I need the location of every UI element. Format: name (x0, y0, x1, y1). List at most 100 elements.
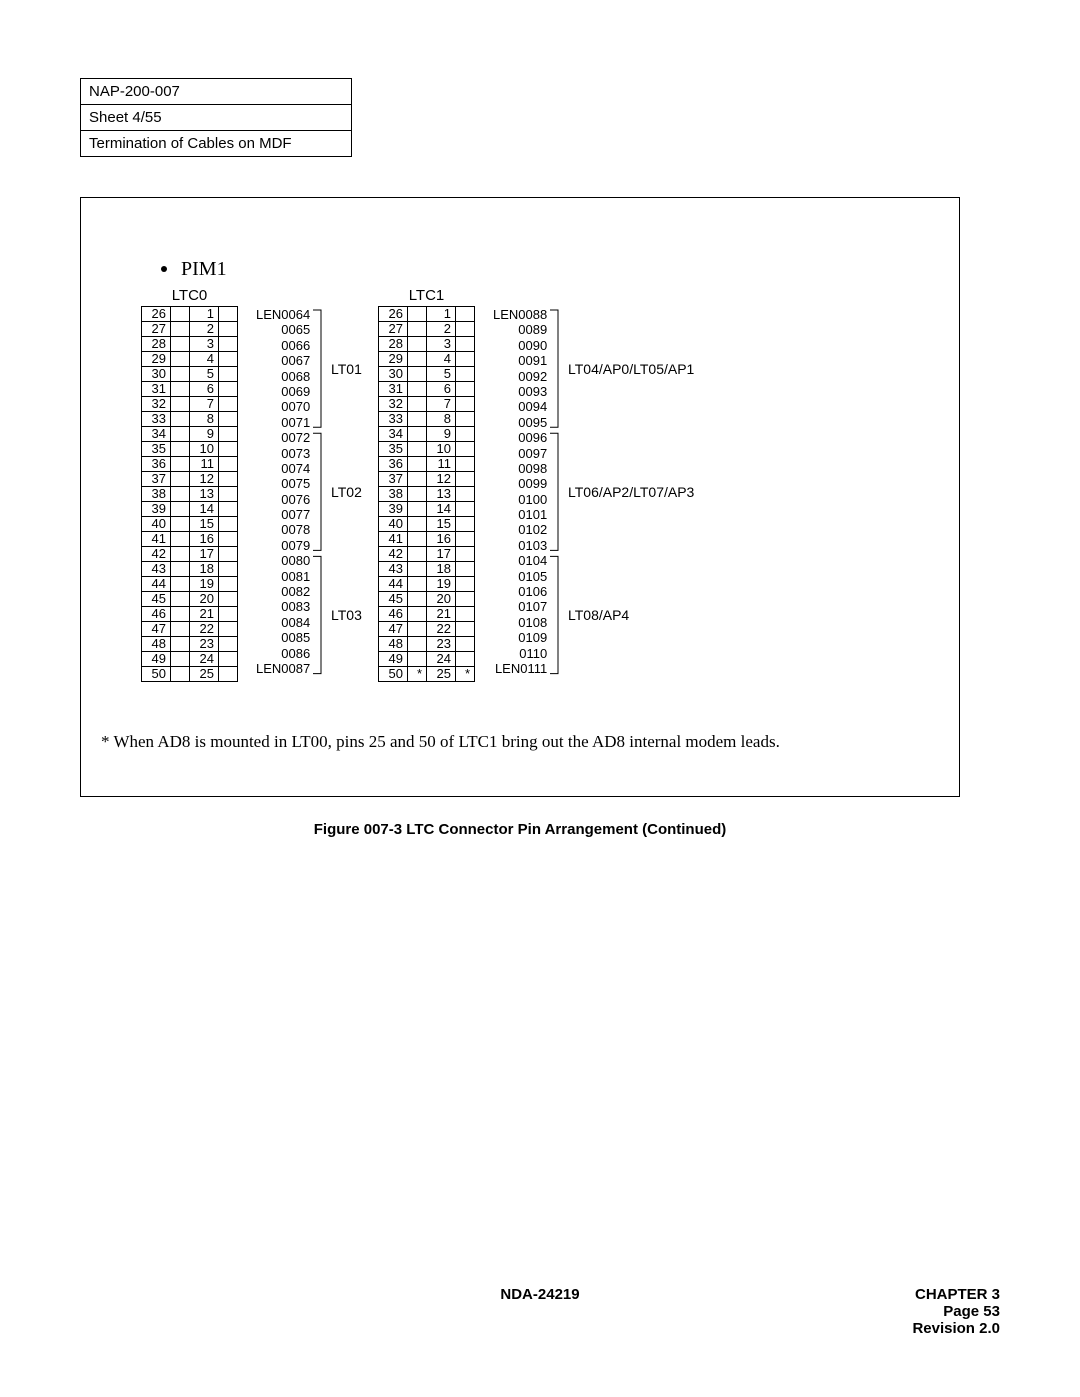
table-cell: 42 (379, 547, 408, 562)
tables-row: LTC0 26127228329430531632733834935103611… (141, 287, 939, 682)
table-ltc0: LTC0 26127228329430531632733834935103611… (141, 287, 238, 682)
table-cell: 10 (427, 442, 456, 457)
table-cell (408, 367, 427, 382)
table-cell (219, 367, 238, 382)
figure-caption: Figure 007-3 LTC Connector Pin Arrangeme… (80, 821, 960, 838)
table-cell (219, 652, 238, 667)
table-cell (456, 502, 475, 517)
table-cell: 43 (142, 562, 171, 577)
table-cell (219, 667, 238, 682)
len-value: 0090 (493, 338, 547, 353)
table-cell (219, 487, 238, 502)
table-cell: 40 (142, 517, 171, 532)
len-value: 0099 (493, 476, 547, 491)
section-title: PIM1 (161, 258, 939, 281)
table-cell: 44 (379, 577, 408, 592)
table-cell: 12 (427, 472, 456, 487)
table-cell: 27 (379, 322, 408, 337)
len-value: 0092 (493, 369, 547, 384)
table-cell: 50 (379, 667, 408, 682)
group-label: LT01 (331, 361, 362, 377)
table-cell (408, 337, 427, 352)
ltc0-pin-table: 2612722832943053163273383493510361137123… (141, 306, 238, 682)
table-cell (171, 427, 190, 442)
table-cell: 3 (427, 337, 456, 352)
table-cell: 40 (379, 517, 408, 532)
table-cell: 1 (427, 307, 456, 322)
table-cell: 26 (379, 307, 408, 322)
table-cell: 2 (190, 322, 219, 337)
table-cell: 49 (142, 652, 171, 667)
table-cell: 27 (142, 322, 171, 337)
table-cell (456, 352, 475, 367)
table-cell: 30 (379, 367, 408, 382)
table-cell (456, 592, 475, 607)
table-cell (219, 337, 238, 352)
table-cell (456, 562, 475, 577)
table-cell (171, 652, 190, 667)
table-cell: 35 (379, 442, 408, 457)
table-cell: 42 (142, 547, 171, 562)
table-cell: * (408, 667, 427, 682)
table-cell (456, 532, 475, 547)
table-cell: 24 (190, 652, 219, 667)
table-cell (456, 367, 475, 382)
table-cell (456, 382, 475, 397)
table-cell: 15 (190, 517, 219, 532)
len-value: 0098 (493, 461, 547, 476)
len-value: 0075 (256, 476, 310, 491)
table-cell: 38 (142, 487, 171, 502)
table-cell: 31 (379, 382, 408, 397)
table-cell: 31 (142, 382, 171, 397)
table-cell (408, 307, 427, 322)
table-cell: 10 (190, 442, 219, 457)
len-value: 0109 (493, 630, 547, 645)
table-cell (219, 532, 238, 547)
table-cell (219, 577, 238, 592)
table-cell (408, 607, 427, 622)
table-cell (456, 442, 475, 457)
table-cell (219, 607, 238, 622)
table-cell (219, 637, 238, 652)
table-cell (219, 322, 238, 337)
table-cell: 36 (142, 457, 171, 472)
table-cell (219, 412, 238, 427)
len-value: 0103 (493, 538, 547, 553)
table-ltc1: LTC1 26127228329430531632733834935103611… (378, 287, 475, 682)
table-cell (171, 382, 190, 397)
len-value: 0069 (256, 384, 310, 399)
len-value: 0104 (493, 553, 547, 568)
table-cell (219, 457, 238, 472)
table-cell (171, 352, 190, 367)
table-cell (219, 517, 238, 532)
table-cell: 13 (190, 487, 219, 502)
table-cell (171, 397, 190, 412)
table-cell: 7 (427, 397, 456, 412)
table-cell: 25 (190, 667, 219, 682)
table-cell (408, 472, 427, 487)
table-cell: 46 (379, 607, 408, 622)
header-sheet: Sheet 4/55 (81, 105, 351, 131)
table-cell (408, 487, 427, 502)
table-cell (408, 547, 427, 562)
table-cell (171, 592, 190, 607)
table-cell: 43 (379, 562, 408, 577)
len-value: 0080 (256, 553, 310, 568)
table-cell (408, 622, 427, 637)
table-cell (219, 442, 238, 457)
footer: NDA-24219 CHAPTER 3 Page 53 Revision 2.0 (80, 1286, 1000, 1337)
table-cell: 48 (142, 637, 171, 652)
table-cell: 49 (379, 652, 408, 667)
table-cell: 17 (190, 547, 219, 562)
table-cell: 8 (190, 412, 219, 427)
table-cell (456, 307, 475, 322)
table-cell: 1 (190, 307, 219, 322)
table-cell (219, 382, 238, 397)
table-cell (171, 667, 190, 682)
table-cell (456, 457, 475, 472)
header-doc-id: NAP-200-007 (81, 79, 351, 105)
footer-page: Page 53 (912, 1303, 1000, 1320)
table-cell: 36 (379, 457, 408, 472)
table-cell: 23 (190, 637, 219, 652)
len-value: 0110 (493, 646, 547, 661)
